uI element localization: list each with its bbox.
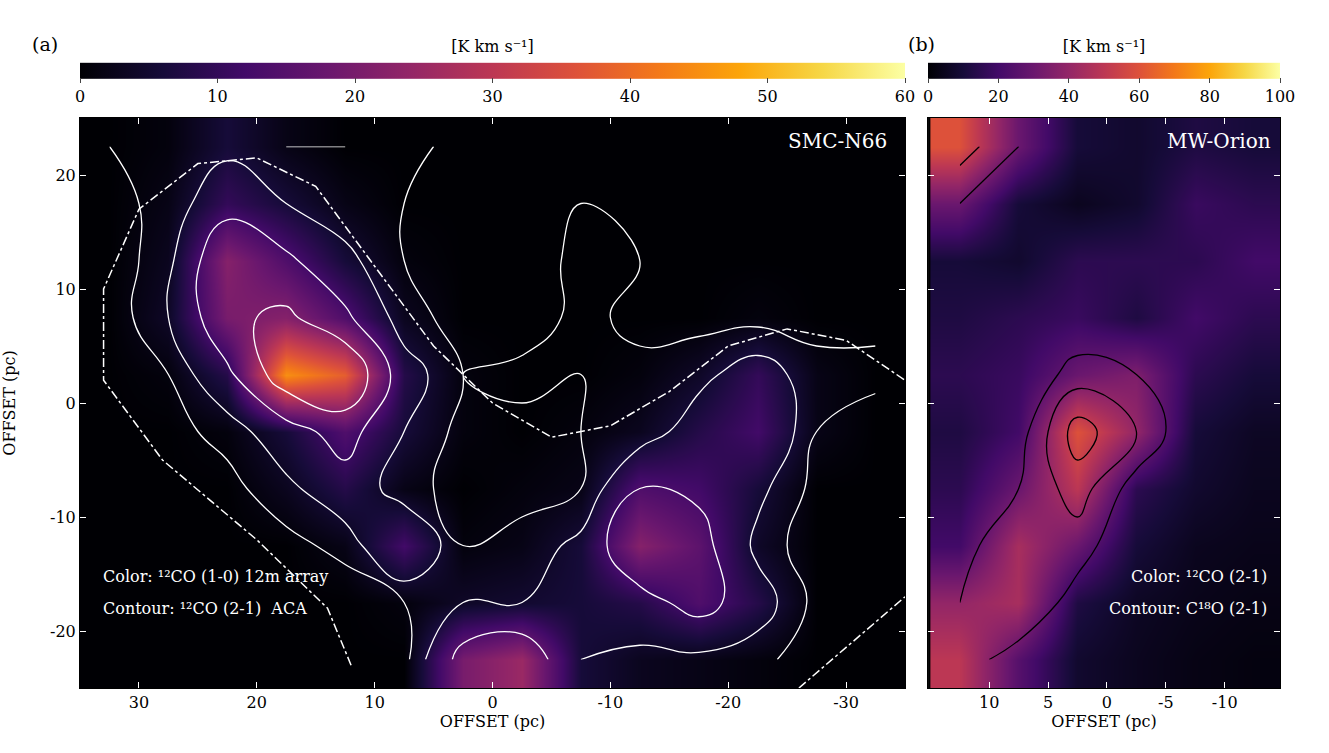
svg-text:10: 10 <box>207 87 227 106</box>
svg-text:(b): (b) <box>908 33 935 55</box>
svg-text:Contour: C¹⁸O (2-1): Contour: C¹⁸O (2-1) <box>1109 599 1267 618</box>
svg-text:-5: -5 <box>1158 693 1174 712</box>
svg-text:100: 100 <box>1265 87 1296 106</box>
svg-text:OFFSET (pc): OFFSET (pc) <box>0 350 19 455</box>
svg-text:Color: ¹²CO (2-1): Color: ¹²CO (2-1) <box>1131 567 1267 586</box>
svg-text:0: 0 <box>66 394 76 413</box>
svg-text:-10: -10 <box>1212 693 1238 712</box>
svg-text:(a): (a) <box>32 33 58 55</box>
svg-text:-20: -20 <box>50 622 76 641</box>
svg-text:0: 0 <box>1102 693 1112 712</box>
svg-text:30: 30 <box>482 87 502 106</box>
svg-text:20: 20 <box>988 87 1008 106</box>
svg-text:10: 10 <box>55 280 75 299</box>
svg-text:OFFSET (pc): OFFSET (pc) <box>440 712 545 731</box>
svg-text:5: 5 <box>1043 693 1053 712</box>
svg-text:0: 0 <box>75 87 85 106</box>
svg-text:Color: ¹²CO (1-0) 12m array: Color: ¹²CO (1-0) 12m array <box>103 567 328 586</box>
svg-text:0: 0 <box>487 693 497 712</box>
svg-text:20: 20 <box>345 87 365 106</box>
svg-text:60: 60 <box>1129 87 1149 106</box>
svg-text:-20: -20 <box>715 693 741 712</box>
svg-text:50: 50 <box>757 87 777 106</box>
svg-text:20: 20 <box>247 693 267 712</box>
svg-text:30: 30 <box>129 693 149 712</box>
svg-text:-10: -10 <box>597 693 623 712</box>
svg-text:[K km s⁻¹]: [K km s⁻¹] <box>1063 37 1146 56</box>
svg-text:Contour: ¹²CO (2-1) ACA: Contour: ¹²CO (2-1) ACA <box>103 599 307 618</box>
svg-text:60: 60 <box>895 87 915 106</box>
svg-text:10: 10 <box>364 693 384 712</box>
svg-text:MW-Orion: MW-Orion <box>1167 129 1271 153</box>
svg-text:40: 40 <box>620 87 640 106</box>
svg-text:20: 20 <box>55 166 75 185</box>
svg-text:0: 0 <box>923 87 933 106</box>
svg-text:10: 10 <box>979 693 999 712</box>
svg-text:-10: -10 <box>50 508 76 527</box>
svg-text:[K km s⁻¹]: [K km s⁻¹] <box>451 37 534 56</box>
svg-text:40: 40 <box>1059 87 1079 106</box>
svg-text:-30: -30 <box>833 693 859 712</box>
svg-text:SMC-N66: SMC-N66 <box>788 129 887 153</box>
svg-text:80: 80 <box>1199 87 1219 106</box>
svg-text:OFFSET (pc): OFFSET (pc) <box>1051 712 1156 731</box>
